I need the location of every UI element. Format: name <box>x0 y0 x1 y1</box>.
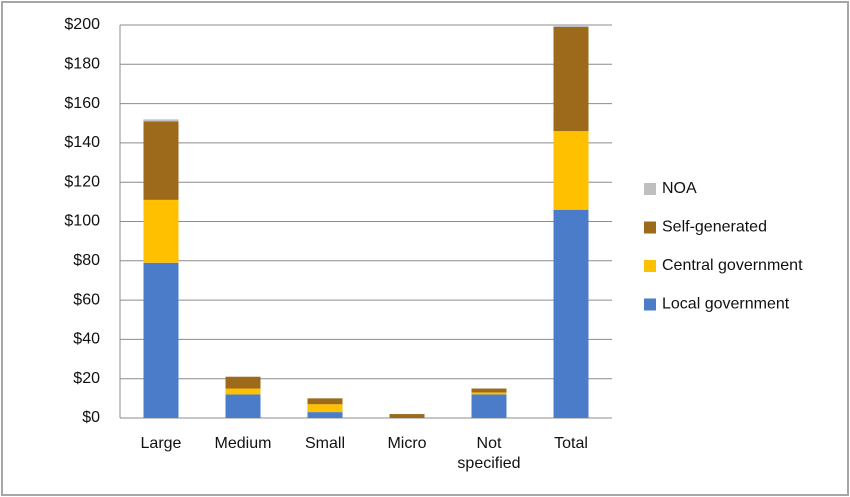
bar-segment <box>307 412 343 418</box>
x-tick-label: Medium <box>214 435 272 452</box>
legend-swatch <box>644 260 656 272</box>
bar-segment <box>225 376 261 389</box>
bar-segment <box>225 388 261 395</box>
y-tick-label: $140 <box>64 134 100 151</box>
legend-label: Local government <box>662 296 790 313</box>
y-tick-label: $40 <box>73 331 100 348</box>
bar-segment <box>307 404 343 413</box>
bar-segment <box>553 209 589 418</box>
bar-segment <box>471 392 507 395</box>
bar-segment <box>553 131 589 210</box>
y-tick-label: $0 <box>82 409 100 426</box>
bar-segment <box>143 121 179 200</box>
bar-segment <box>143 262 179 418</box>
y-tick-label: $100 <box>64 213 100 230</box>
bar-segment <box>471 388 507 393</box>
legend-label: Self-generated <box>662 219 767 236</box>
bar-segment <box>389 414 425 418</box>
y-tick-label: $20 <box>73 370 100 387</box>
bar-segment <box>225 394 261 418</box>
x-tick-label: Total <box>554 435 588 452</box>
legend-swatch <box>644 221 656 234</box>
x-tick-label: Micro <box>387 435 427 452</box>
legend-swatch <box>644 298 656 311</box>
legend-swatch <box>644 183 656 195</box>
bar-segment <box>307 398 343 405</box>
x-tick-label: Small <box>304 435 345 452</box>
legend-label: NOA <box>662 180 697 197</box>
x-tick-label: Not specified <box>457 435 521 472</box>
bar-segment <box>553 26 589 132</box>
y-tick-label: $80 <box>73 252 100 269</box>
x-tick-label: Large <box>140 435 182 452</box>
y-tick-label: $120 <box>64 173 100 190</box>
bar-segment <box>471 394 507 418</box>
y-tick-label: $200 <box>64 16 100 33</box>
bar-segment <box>143 199 179 263</box>
legend-label: Central government <box>662 257 803 274</box>
y-tick-label: $60 <box>73 291 100 308</box>
bar-segment <box>143 119 179 122</box>
bar-segment <box>553 25 589 27</box>
y-tick-label: $160 <box>64 95 100 112</box>
y-tick-label: $180 <box>64 56 100 73</box>
